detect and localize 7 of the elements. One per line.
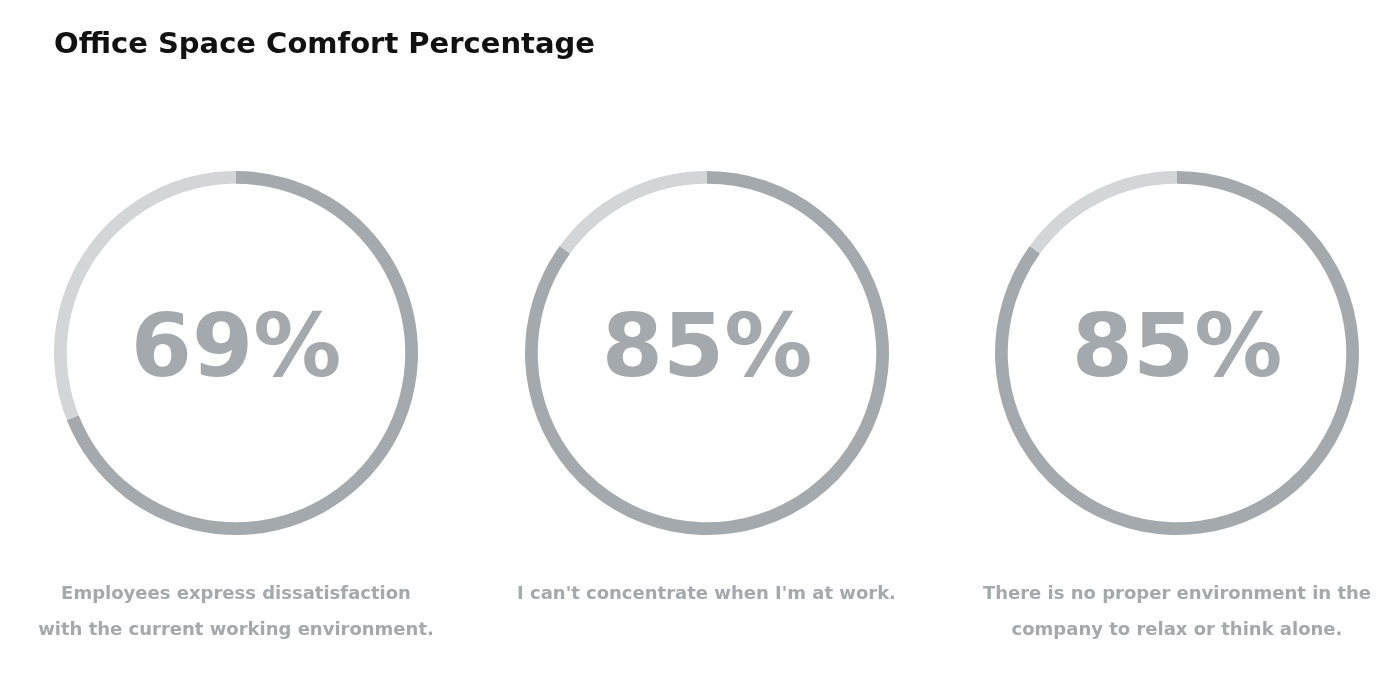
text: There is no proper environment in the company to relax or think alone. — [981, 581, 1373, 641]
text: Employees express dissatisfaction with the current working environment. — [37, 581, 435, 641]
data-label: 69% — [130, 293, 342, 397]
data-label: 85% — [1071, 293, 1283, 397]
text: I can't concentrate when I'm at work. — [516, 581, 897, 605]
data-label: 85% — [601, 293, 812, 397]
chart-title: Office Space Comfort Percentage — [54, 26, 595, 60]
